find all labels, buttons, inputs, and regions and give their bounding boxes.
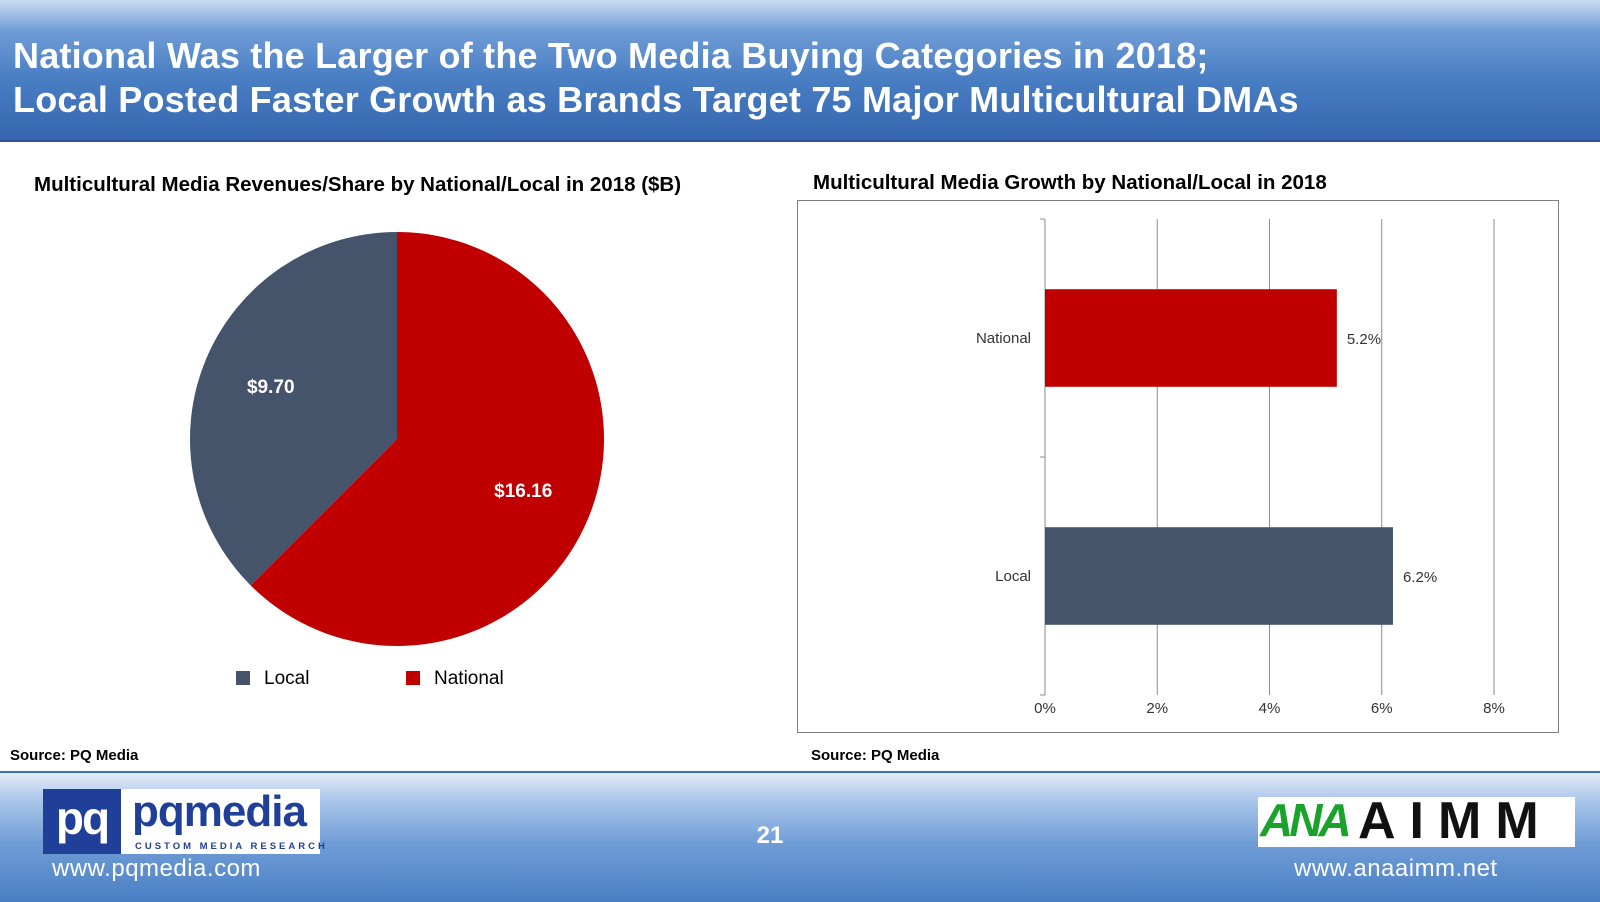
bar-chart: 0% 2% 4% 6% 8% 5.2% National 6.2% Local — [976, 218, 1505, 717]
x-tick-label: 0% — [1034, 700, 1056, 717]
bar-source: Source: PQ Media — [811, 747, 940, 764]
ana-wordmark: ANA — [1260, 794, 1352, 846]
legend-label-national: National — [434, 668, 504, 689]
pq-wordmark: pqmedia — [132, 787, 307, 836]
page-number: 21 — [756, 822, 784, 849]
pq-mark: pq — [43, 789, 121, 854]
pie-source: Source: PQ Media — [10, 747, 139, 764]
title-line-1: National Was the Larger of the Two Media… — [13, 35, 1209, 76]
bar-value-label-national: 5.2% — [1347, 331, 1381, 348]
bar-chart-frame — [797, 200, 1559, 733]
bar-value-label-local: 6.2% — [1403, 569, 1437, 586]
legend-swatch-national — [406, 671, 420, 685]
pie-label-national: $16.16 — [494, 481, 552, 502]
x-tick-label: 4% — [1259, 700, 1281, 717]
pie-slice-national — [250, 232, 604, 646]
x-tick-label: 6% — [1371, 700, 1393, 717]
pq-tagline: CUSTOM MEDIA RESEARCH — [135, 841, 328, 852]
pie-chart: $9.70 $16.16 Local National — [190, 232, 604, 689]
title-line-2: Local Posted Faster Growth as Brands Tar… — [13, 79, 1299, 120]
ana-aimm-logo[interactable]: ANA AIMM — [1258, 792, 1575, 850]
x-tick-label: 8% — [1483, 700, 1505, 717]
bar-local — [1045, 527, 1393, 625]
x-tick-label: 2% — [1146, 700, 1168, 717]
pqmedia-url[interactable]: www.pqmedia.com — [52, 855, 261, 882]
y-category-label-national: National — [976, 330, 1031, 347]
bar-chart-title: Multicultural Media Growth by National/L… — [813, 171, 1327, 194]
pie-slice-local — [190, 232, 397, 586]
legend-label-local: Local — [264, 668, 309, 689]
y-category-label-local: Local — [995, 568, 1031, 585]
pie-chart-title: Multicultural Media Revenues/Share by Na… — [34, 173, 682, 196]
legend-swatch-local — [236, 671, 250, 685]
bar-national — [1045, 289, 1337, 387]
pqmedia-logo[interactable]: pq pqmedia CUSTOM MEDIA RESEARCH — [43, 787, 325, 854]
header-banner: National Was the Larger of the Two Media… — [0, 0, 1600, 142]
aimm-wordmark: AIMM — [1358, 792, 1553, 850]
pie-label-local: $9.70 — [247, 377, 295, 398]
anaaimm-url[interactable]: www.anaaimm.net — [1294, 855, 1498, 882]
